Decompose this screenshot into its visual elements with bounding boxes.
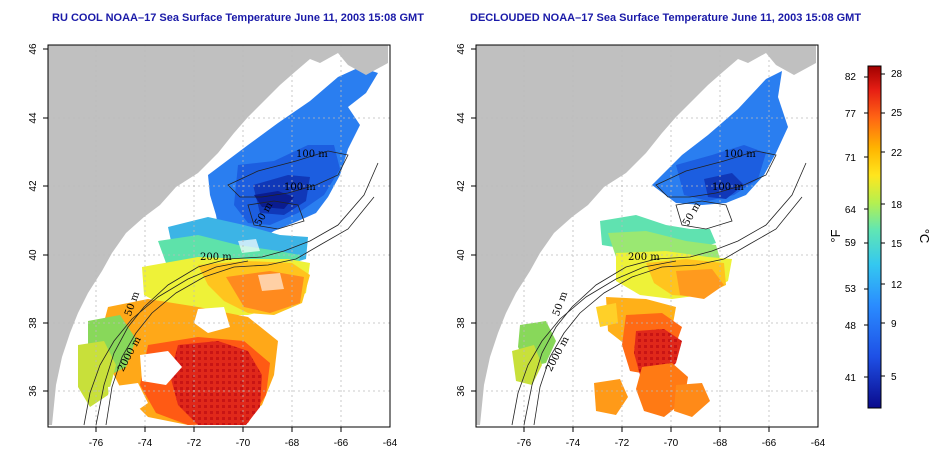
x-tick-label: -74 [138, 438, 153, 449]
fahrenheit-tick-label: 53 [845, 284, 857, 295]
y-tick-label: 38 [456, 317, 467, 329]
x-tick-label: -70 [236, 438, 251, 449]
y-tick-label: 36 [28, 385, 39, 397]
map-panel-right: 100 m 100 m 50 m 200 m 50 m 2000 m -76 -… [456, 43, 826, 449]
x-tick-label: -76 [89, 438, 104, 449]
celsius-tick-label: 9 [891, 319, 897, 330]
y-tick-label: 46 [456, 43, 467, 55]
y-tick-label: 40 [28, 249, 39, 261]
x-tick-label: -68 [285, 438, 300, 449]
fahrenheit-tick-label: 77 [845, 109, 857, 120]
fahrenheit-tick-label: 48 [845, 321, 857, 332]
bathymetry-contours-right [511, 150, 807, 426]
contour-label-100m-b: 100 m [284, 182, 316, 193]
celsius-tick-label: 18 [891, 200, 903, 211]
fahrenheit-tick-label: 41 [845, 373, 857, 384]
y-tick-label: 42 [456, 180, 467, 192]
celsius-tick-label: 25 [891, 108, 903, 119]
x-tick-label: -76 [517, 438, 532, 449]
grid-lines-left [48, 45, 390, 427]
y-tick-label: 46 [28, 43, 39, 55]
x-tick-label: -66 [762, 438, 777, 449]
contour-label-200m: 200 m [200, 252, 232, 263]
y-tick-label: 36 [456, 385, 467, 397]
x-tick-label: -70 [664, 438, 679, 449]
fahrenheit-tick-label: 82 [845, 72, 857, 83]
bathymetry-contours-left [83, 150, 379, 426]
axis-ticks-left [43, 48, 342, 432]
y-tick-label: 44 [456, 112, 467, 124]
fahrenheit-unit-label: °F [828, 229, 843, 242]
x-tick-label: -68 [713, 438, 728, 449]
map-title-left: RU COOL NOAA–17 Sea Surface Temperature … [52, 12, 424, 24]
contour-label-100m-b: 100 m [712, 182, 744, 193]
celsius-tick-label: 22 [891, 148, 903, 159]
axis-ticks-right [471, 48, 770, 432]
contour-label-100m-a: 100 m [724, 149, 756, 160]
celsius-tick-label: 15 [891, 239, 903, 250]
x-tick-label: -72 [615, 438, 630, 449]
map-frame-right [475, 44, 819, 428]
map-frame-left [47, 44, 391, 428]
fahrenheit-tick-label: 71 [845, 153, 857, 164]
sst-field-right [512, 71, 788, 417]
celsius-tick-label: 28 [891, 69, 903, 80]
y-tick-label: 44 [28, 112, 39, 124]
x-tick-label: -64 [383, 438, 398, 449]
x-tick-label: -64 [811, 438, 826, 449]
map-title-right: DECLOUDED NOAA–17 Sea Surface Temperatur… [470, 12, 862, 24]
y-tick-label: 40 [456, 249, 467, 261]
map-panel-left: 100 m 100 m 50 m 200 m 50 m 2000 m -76 -… [28, 43, 398, 449]
fahrenheit-tick-label: 64 [845, 205, 857, 216]
celsius-tick-label: 5 [891, 372, 897, 383]
grid-lines-right [476, 45, 818, 427]
celsius-unit-label: °C [917, 229, 932, 244]
y-tick-label: 38 [28, 317, 39, 329]
x-tick-label: -74 [566, 438, 581, 449]
contour-label-200m: 200 m [628, 252, 660, 263]
x-tick-label: -66 [334, 438, 349, 449]
temperature-colorbar: 82 77 71 64 59 53 48 41 28 25 22 18 15 1… [828, 65, 932, 409]
contour-label-100m-a: 100 m [296, 149, 328, 160]
x-tick-label: -72 [187, 438, 202, 449]
y-tick-label: 42 [28, 180, 39, 192]
colorbar-gradient [867, 65, 882, 409]
fahrenheit-tick-label: 59 [845, 238, 857, 249]
celsius-tick-label: 12 [891, 280, 903, 291]
